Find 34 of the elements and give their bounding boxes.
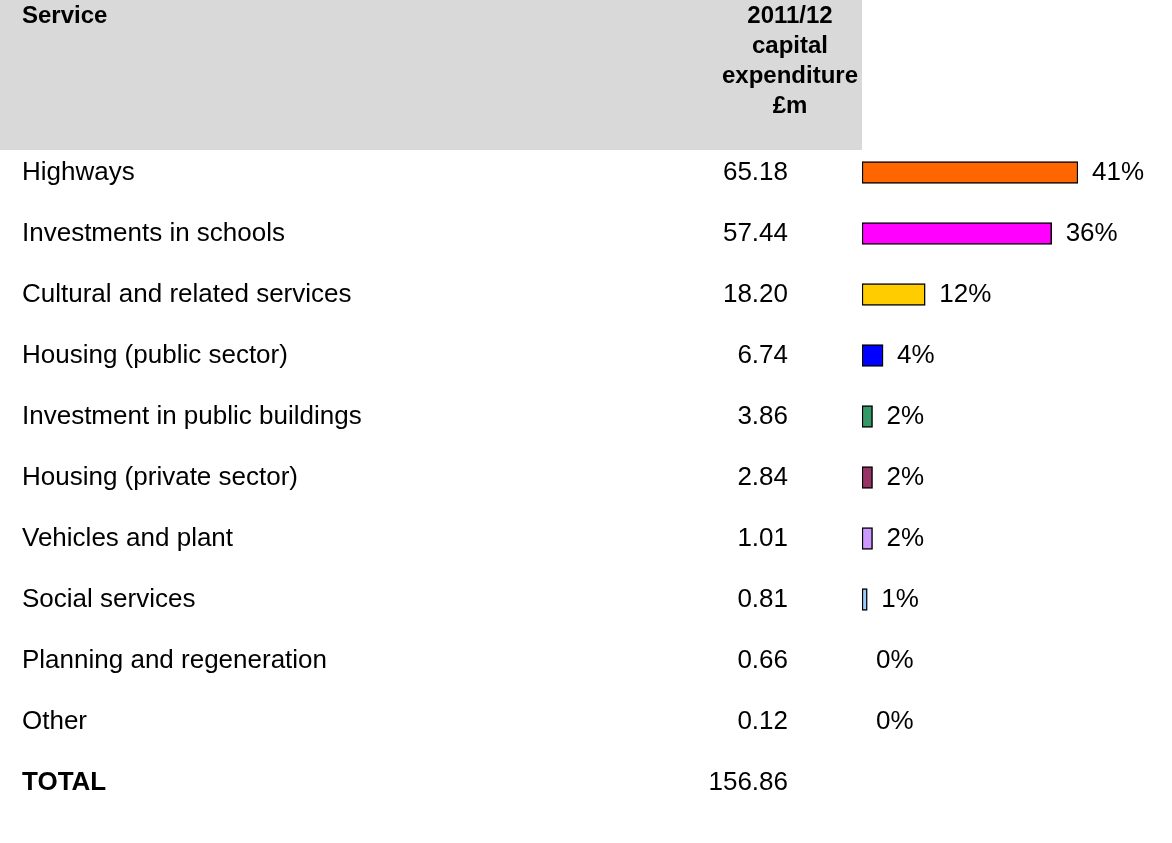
text: 3.86 [737,399,788,430]
data-label: 4% [897,338,935,369]
data-label: 41% [1092,155,1145,186]
y-axis-title: Service [22,0,108,28]
text: 65.18 [722,155,788,186]
y-tick-label: Cultural and related services [22,277,352,308]
text: 0.66 [737,643,788,674]
data-label: 2% [886,521,925,552]
text: TOTAL [22,765,107,796]
text: 0.81 [737,582,788,613]
data-label: 0% [876,643,914,674]
data-label: 2% [886,399,925,430]
data-label: 2% [886,460,925,491]
text: 2011/12 capital expenditure £m [721,0,859,118]
data-label: 36% [1065,216,1118,247]
y-tick-label: Highways [22,155,135,186]
text: 0.12 [737,704,788,735]
text: 156.86 [708,765,788,796]
y-tick-label: Planning and regeneration [22,643,328,674]
data-label: 0% [876,704,914,735]
y-tick-label: Vehicles and plant [22,521,234,552]
y-tick-label: Housing (public sector) [22,338,288,369]
text: 6.74 [737,338,788,369]
text: 57.44 [722,216,788,247]
text: 2.84 [737,460,788,491]
data-label: 1% [881,582,919,613]
y-tick-label: Housing (private sector) [22,460,298,491]
data-label: 12% [939,277,992,308]
y-tick-label: Other [22,704,88,735]
y-tick-label: Social services [22,582,196,613]
text: 1.01 [737,521,788,552]
y-tick-label: Investments in schools [22,216,286,247]
text: 18.20 [722,277,788,308]
y-tick-label: Investment in public buildings [22,399,362,430]
